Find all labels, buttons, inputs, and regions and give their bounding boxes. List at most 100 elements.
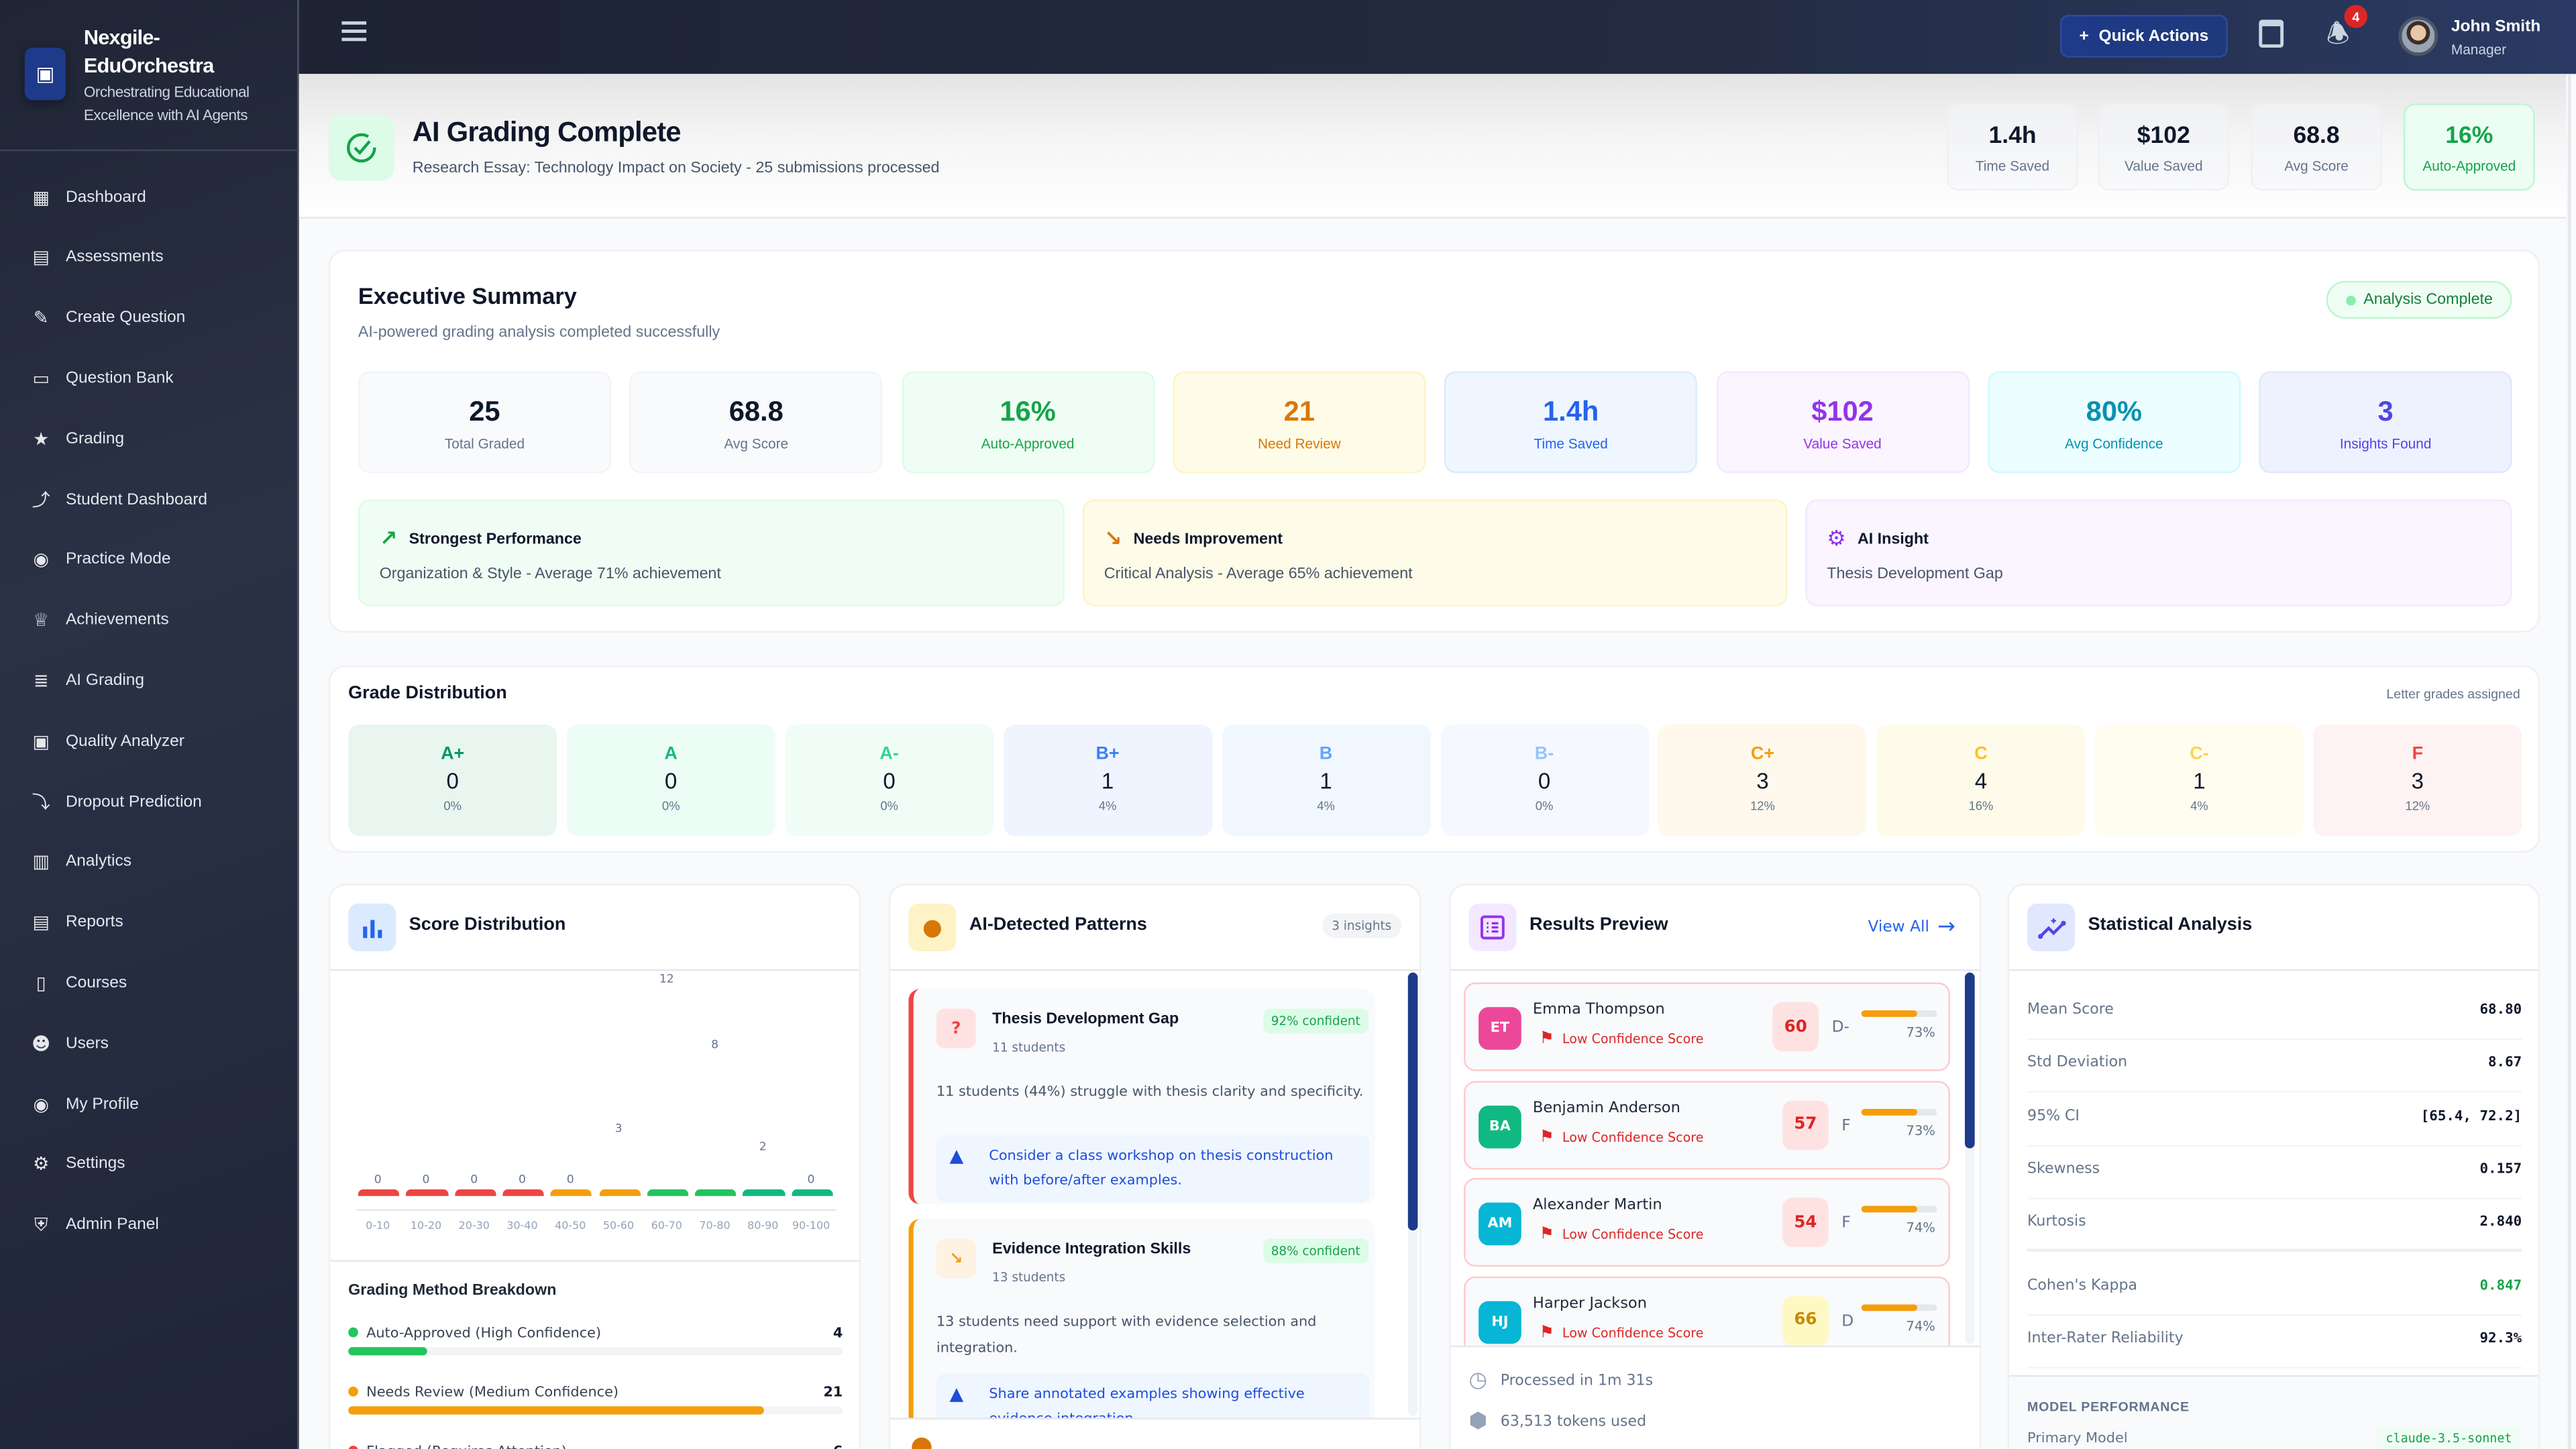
status-dot-icon — [2345, 294, 2355, 305]
bar-value-label: 2 — [759, 1139, 767, 1153]
scrollbar-thumb[interactable] — [1964, 972, 1975, 1148]
pattern-card[interactable]: ? Thesis Development Gap 11 students 92% co… — [908, 989, 1375, 1205]
sidebar-divider — [0, 149, 299, 152]
grade-percent: 4% — [2190, 798, 2208, 814]
avatar: ET — [1479, 1007, 1521, 1050]
trending-up-icon: ↗ — [379, 527, 398, 552]
flag-icon: ⚑ — [1539, 1128, 1554, 1146]
sidebar-item-label: Settings — [65, 1155, 125, 1174]
patterns-scrollbar[interactable] — [1407, 972, 1418, 1417]
avatar: AM — [1479, 1202, 1521, 1246]
metric-value: $102 — [1811, 396, 1874, 427]
letter-grade: F — [1841, 1116, 1851, 1135]
score-badge: 60 — [1772, 1002, 1819, 1052]
score-distribution-panel: Score Distribution 0 0-10 0 10-20 0 20-30 0 30-… — [328, 883, 861, 1449]
pattern-description: 13 students need support with evidence s… — [936, 1314, 1317, 1357]
patterns-list[interactable]: ? Thesis Development Gap 11 students 92% co… — [890, 973, 1399, 1418]
bar-chart-icon: ▥ — [32, 851, 50, 873]
sidebar-item-grading[interactable]: ★ Grading — [0, 415, 299, 464]
model-performance: MODEL PERFORMANCE Primary Model claude-3… — [2009, 1375, 2538, 1449]
sidebar: ▣ Nexgile-EduOrchestra Orchestrating Edu… — [0, 0, 299, 1449]
pattern-title: Evidence Integration Skills — [992, 1240, 1191, 1258]
grade-letter: C- — [2190, 744, 2209, 764]
sidebar-item-users[interactable]: ☻ Users — [0, 1019, 299, 1068]
view-all-link[interactable]: View All → — [1868, 915, 1955, 940]
sidebar-item-label: Dashboard — [65, 188, 146, 207]
sidebar-item-ai-grading[interactable]: ≣ AI Grading — [0, 656, 299, 705]
processing-time-label: Processed in 1m 31s — [1500, 1373, 1654, 1389]
sidebar-item-label: Quality Analyzer — [65, 732, 184, 751]
grade-card-B+: B+ 1 4% — [1003, 724, 1212, 837]
pattern-card[interactable]: ↘ Evidence Integration Skills 13 students 8… — [908, 1219, 1375, 1418]
divider — [330, 1260, 859, 1262]
stat-label: 95% CI — [2027, 1108, 2080, 1125]
sidebar-item-analytics[interactable]: ▥ Analytics — [0, 837, 299, 886]
sidebar-item-reports[interactable]: ▤ Reports — [0, 898, 299, 947]
calendar-icon[interactable] — [2259, 19, 2284, 48]
bar-value-label: 0 — [519, 1173, 526, 1187]
sidebar-item-practice-mode[interactable]: ◉ Practice Mode — [0, 535, 299, 584]
x-tick-label: 50-60 — [602, 1219, 635, 1232]
student-name: Alexander Martin — [1532, 1195, 1662, 1214]
bar-40-50 — [550, 1189, 592, 1196]
bell-icon[interactable]: 🕭 — [2326, 17, 2350, 50]
x-axis-line — [356, 1209, 837, 1211]
stat-row: Inter-Rater Reliability 92.3% — [2027, 1316, 2522, 1369]
stat-value: 68.8 — [2293, 123, 2340, 150]
insight-title-row: ↘ Needs Improvement — [1104, 527, 1283, 552]
grade-count: 1 — [2193, 769, 2206, 794]
stat-row: Mean Score 68.80 — [2027, 987, 2522, 1040]
insight-title: Needs Improvement — [1133, 531, 1283, 549]
result-row[interactable]: BA Benjamin Anderson ⚑ Low Confidence Score… — [1464, 1080, 1950, 1169]
cube-icon: ⬢ — [1468, 1409, 1488, 1434]
result-row[interactable]: HJ Harper Jackson ⚑ Low Confidence Score 66 D… — [1464, 1275, 1950, 1346]
brain-icon: ◉ — [33, 549, 49, 571]
x-tick-label: 80-90 — [747, 1219, 779, 1232]
metric-label: Total Graded — [444, 435, 525, 452]
lightbulb-icon: ● — [908, 903, 957, 951]
progress-bar — [348, 1406, 843, 1415]
stat-label: Kurtosis — [2027, 1214, 2086, 1231]
bar-value-label: 0 — [374, 1173, 382, 1187]
head-question-icon: ? — [936, 1008, 976, 1049]
sidebar-item-label: Users — [65, 1034, 109, 1053]
sidebar-item-achievements[interactable]: ♕ Achievements — [0, 596, 299, 645]
brain-gear-icon: ⚙ — [1827, 527, 1846, 552]
sidebar-item-label: Dropout Prediction — [65, 792, 202, 811]
result-row[interactable]: AM Alexander Martin ⚑ Low Confidence Score 5… — [1464, 1177, 1950, 1267]
sidebar-item-create-question[interactable]: ✎ Create Question — [0, 293, 299, 342]
bar-value-label: 3 — [614, 1122, 623, 1136]
scrollbar-thumb[interactable] — [1407, 972, 1418, 1231]
page-scrollbar[interactable] — [2567, 74, 2571, 1449]
quick-actions-button[interactable]: + Quick Actions — [2060, 15, 2228, 58]
sidebar-item-courses[interactable]: ▯ Courses — [0, 959, 299, 1008]
sidebar-item-quality-analyzer[interactable]: ▣ Quality Analyzer — [0, 716, 299, 765]
recommendation: ▲ Share annotated examples showing effect… — [936, 1373, 1371, 1418]
sidebar-item-dashboard[interactable]: ▦ Dashboard — [0, 172, 299, 221]
sidebar-item-question-bank[interactable]: ▭ Question Bank — [0, 354, 299, 402]
page-header: AI Grading Complete Research Essay: Tech… — [299, 74, 2567, 219]
sidebar-item-admin-panel[interactable]: ⛨ Admin Panel — [0, 1200, 299, 1249]
user-name[interactable]: John Smith — [2451, 17, 2541, 36]
user-avatar[interactable] — [2398, 16, 2438, 56]
result-row[interactable]: ET Emma Thompson ⚑ Low Confidence Score 60 D-… — [1464, 982, 1950, 1071]
sidebar-item-my-profile[interactable]: ◉ My Profile — [0, 1079, 299, 1128]
x-tick-label: 0-10 — [366, 1219, 390, 1232]
results-scrollbar[interactable] — [1964, 972, 1975, 1344]
arrow-right-icon: → — [1937, 915, 1955, 940]
insight-text: Thesis Development Gap — [1827, 565, 2003, 584]
sidebar-item-settings[interactable]: ⚙ Settings — [0, 1140, 299, 1189]
report-icon: ▤ — [32, 912, 50, 934]
sidebar-item-dropout-prediction[interactable]: ⤵ Dropout Prediction — [0, 777, 299, 826]
metric-label: Avg Confidence — [2065, 435, 2163, 452]
metric-label: Insights Found — [2339, 435, 2432, 452]
sidebar-item-student-dashboard[interactable]: ⤴ Student Dashboard — [0, 475, 299, 524]
confidence-bar — [1861, 1010, 1937, 1017]
results-list[interactable]: ET Emma Thompson ⚑ Low Confidence Score 60 D-… — [1450, 973, 1960, 1346]
sidebar-item-assessments[interactable]: ▤ Assessments — [0, 233, 299, 282]
flag-row: ⚑ Low Confidence Score — [1540, 1030, 1704, 1049]
recommendation-text: Consider a class workshop on thesis cons… — [989, 1148, 1334, 1189]
section-subtitle: AI-powered grading analysis completed su… — [358, 323, 720, 342]
stat-label: Avg Score — [2284, 158, 2349, 174]
menu-toggle-icon[interactable] — [341, 21, 367, 42]
